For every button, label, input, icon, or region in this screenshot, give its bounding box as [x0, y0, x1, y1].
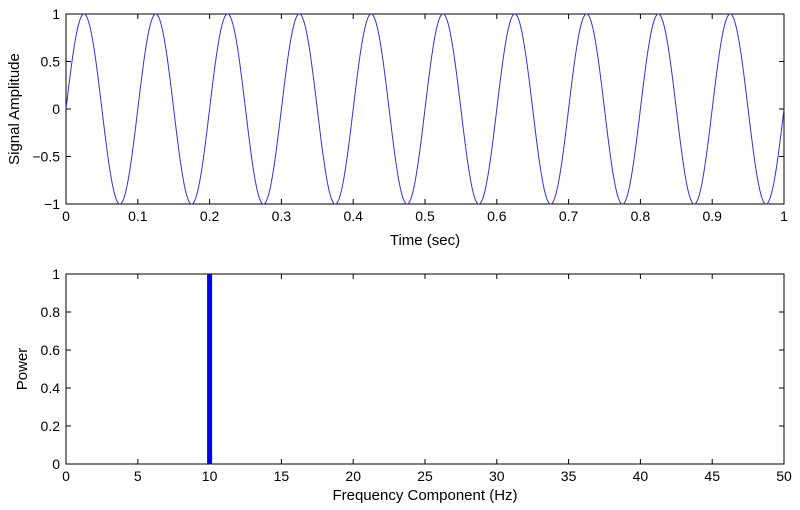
- signal-x-tick-label: 1: [780, 208, 788, 224]
- power-y-axis-label: Power: [14, 348, 31, 391]
- power-x-tick-label: 5: [134, 468, 142, 484]
- signal-x-tick-label: 0.1: [128, 208, 148, 224]
- power-chart: 0 5 10 15 20 25 30 35 40 45 50 0 0.2 0.4 0.6 0.8 1 Freq…: [14, 266, 792, 504]
- power-y-tick-label: 0.8: [41, 304, 61, 320]
- power-x-tick-label: 30: [489, 468, 505, 484]
- power-y-tick-label: 0.2: [41, 418, 61, 434]
- signal-x-axis-label: Time (sec): [390, 232, 460, 249]
- signal-x-tick-label: 0.8: [631, 208, 651, 224]
- power-bar: [207, 274, 213, 464]
- signal-x-tick-label: 0: [62, 208, 70, 224]
- signal-y-tick-label: −1: [44, 196, 60, 212]
- power-y-ticks: 0 0.2 0.4 0.6 0.8 1: [41, 266, 784, 472]
- signal-x-tick-label: 0.3: [272, 208, 292, 224]
- signal-x-tick-label: 0.9: [702, 208, 722, 224]
- power-x-tick-label: 15: [274, 468, 290, 484]
- power-x-axis-label: Frequency Component (Hz): [332, 487, 517, 504]
- power-plot-frame: [65, 273, 785, 465]
- signal-y-tick-label: 0.5: [41, 54, 61, 70]
- power-y-tick-label: 0: [52, 456, 60, 472]
- power-x-tick-label: 40: [633, 468, 649, 484]
- signal-line: [65, 13, 785, 205]
- power-bars: [207, 274, 213, 464]
- power-x-tick-label: 0: [62, 468, 70, 484]
- signal-x-ticks: 0 0.1 0.2 0.3 0.4 0.5 0.6 0.7 0.8 0.9 1: [62, 14, 788, 224]
- signal-x-tick-label: 0.5: [415, 208, 435, 224]
- signal-y-tick-label: −0.5: [32, 149, 60, 165]
- signal-y-ticks: −1 −0.5 0 0.5 1: [32, 6, 784, 212]
- signal-y-tick-label: 1: [52, 6, 60, 22]
- power-x-tick-label: 35: [561, 468, 577, 484]
- signal-y-axis-label: Signal Amplitude: [6, 53, 23, 165]
- signal-y-tick-label: 0: [52, 101, 60, 117]
- power-x-ticks: 0 5 10 15 20 25 30 35 40 45 50: [62, 274, 792, 484]
- signal-x-tick-label: 0.2: [200, 208, 220, 224]
- power-x-tick-label: 10: [202, 468, 218, 484]
- power-x-tick-label: 25: [417, 468, 433, 484]
- power-x-tick-label: 50: [776, 468, 792, 484]
- power-y-tick-label: 1: [52, 266, 60, 282]
- signal-chart: 0 0.1 0.2 0.3 0.4 0.5 0.6 0.7 0.8 0.9 1 −1 −0.5 0 0.5…: [6, 6, 788, 249]
- signal-x-tick-label: 0.7: [559, 208, 579, 224]
- signal-x-tick-label: 0.4: [343, 208, 363, 224]
- power-y-tick-label: 0.6: [41, 342, 61, 358]
- power-x-tick-label: 45: [704, 468, 720, 484]
- power-y-tick-label: 0.4: [41, 380, 61, 396]
- signal-x-tick-label: 0.6: [487, 208, 507, 224]
- power-x-tick-label: 20: [345, 468, 361, 484]
